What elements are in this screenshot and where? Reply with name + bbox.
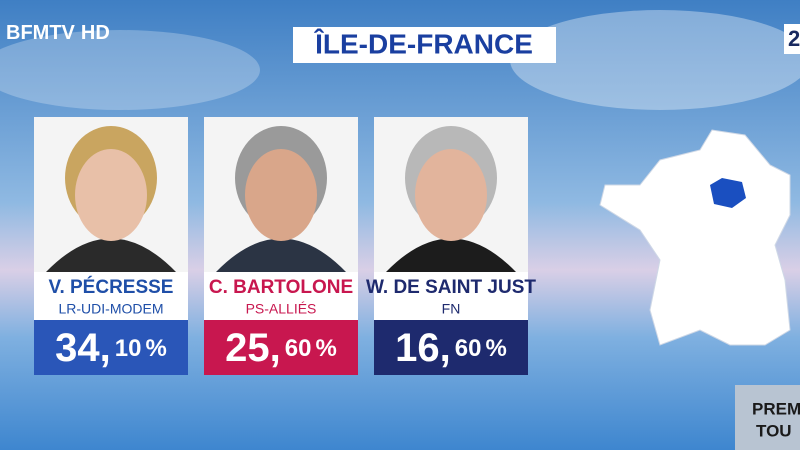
portrait-body — [216, 238, 346, 272]
score-whole: 25, — [225, 326, 281, 370]
score-band — [34, 320, 188, 375]
candidate-party: PS-ALLIÉS — [246, 301, 317, 317]
title: ÎLE-DE-FRANCE — [313, 28, 533, 59]
portrait-face — [415, 149, 487, 241]
candidate-name: C. BARTOLONE — [209, 277, 353, 298]
score-whole: 16, — [395, 326, 451, 370]
name-band — [374, 272, 528, 320]
title-box — [293, 27, 556, 63]
candidate-party: LR-UDI-MODEM — [59, 301, 164, 317]
cloud — [510, 10, 800, 110]
logo-text: BFMTV — [6, 22, 76, 44]
score-unit: % — [145, 335, 166, 362]
cloud — [0, 30, 260, 110]
logo-suffix: HD — [81, 22, 110, 44]
name-band — [34, 272, 188, 320]
score-unit: % — [485, 335, 506, 362]
score-unit: % — [315, 335, 336, 362]
score-band — [204, 320, 358, 375]
map-region — [710, 178, 746, 208]
name-band — [204, 272, 358, 320]
score-band — [374, 320, 528, 375]
corner-text: 2 — [788, 26, 800, 51]
badge-line: TOU — [756, 421, 792, 440]
candidate-name: V. PÉCRESSE — [49, 276, 174, 298]
map-france — [599, 129, 791, 346]
portrait-face — [245, 149, 317, 241]
score: 34, 10% — [55, 326, 167, 370]
logo: BFMTV HD — [6, 22, 110, 44]
score-decimals: 60 — [455, 335, 482, 362]
portrait-face — [75, 149, 147, 241]
score-decimals: 10 — [115, 335, 142, 362]
score: 25, 60% — [225, 326, 337, 370]
score-decimals: 60 — [285, 335, 312, 362]
corner-box — [784, 24, 800, 54]
candidate-party: FN — [442, 301, 461, 317]
badge — [735, 385, 800, 450]
score: 16, 60% — [395, 326, 507, 370]
badge-line: PREMI — [752, 399, 800, 418]
portrait-body — [386, 238, 516, 272]
score-whole: 34, — [55, 326, 111, 370]
candidate-name: W. DE SAINT JUST — [366, 277, 536, 298]
portrait-body — [46, 238, 176, 272]
